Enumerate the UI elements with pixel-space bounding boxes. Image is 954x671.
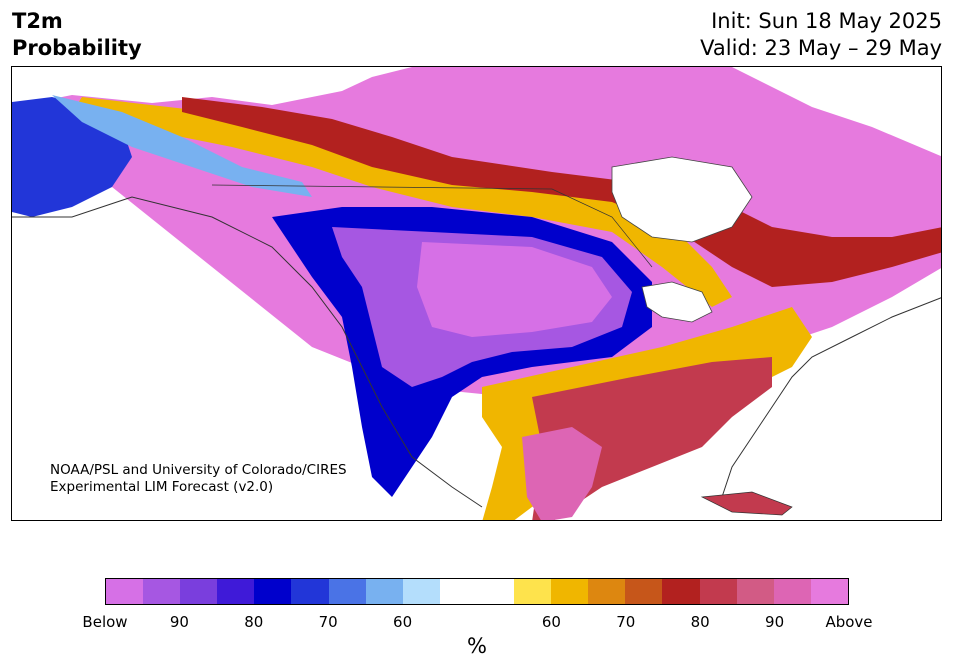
colorbar-cell: [180, 579, 218, 604]
great-lakes: [641, 281, 713, 323]
map-canvas: [12, 67, 941, 520]
colorbar-cell: [439, 579, 477, 604]
init-date: Init: Sun 18 May 2025: [711, 9, 942, 33]
colorbar-cell: [365, 579, 403, 604]
colorbar-tick-label: 60: [393, 613, 413, 631]
colorbar-cell: [810, 579, 848, 604]
colorbar-cell: [588, 579, 626, 604]
credit-line-2: Experimental LIM Forecast (v2.0): [50, 479, 274, 495]
colorbar-cell: [773, 579, 811, 604]
colorbar-cell: [328, 579, 366, 604]
colorbar-cell: [514, 579, 552, 604]
colorbar-tick-label: Above: [825, 613, 873, 631]
colorbar-tick-label: 80: [244, 613, 264, 631]
colorbar-cell: [625, 579, 663, 604]
central-cold-core: [417, 242, 612, 337]
colorbar-tick-label: 60: [541, 613, 561, 631]
colorbar-unit: %: [467, 634, 487, 658]
colorbar-tick-label: 80: [690, 613, 710, 631]
colorbar-cell: [254, 579, 292, 604]
alaska-blue-band: [52, 95, 312, 197]
forecast-dates: Init: Sun 18 May 2025 Valid: 23 May – 29…: [700, 8, 942, 62]
credit-text: NOAA/PSL and University of Colorado/CIRE…: [50, 462, 347, 496]
mexico-warm-core: [522, 427, 602, 520]
colorbar-cell: [736, 579, 774, 604]
credit-line-1: NOAA/PSL and University of Colorado/CIRE…: [50, 462, 347, 478]
forecast-map[interactable]: NOAA/PSL and University of Colorado/CIRE…: [11, 66, 942, 521]
coastline-west: [12, 196, 483, 508]
colorbar-tick-label: Below: [82, 613, 128, 631]
colorbar-tick-label: 90: [765, 613, 785, 631]
alaska-warm-band: [72, 97, 732, 307]
product-title: Probability: [12, 36, 142, 60]
coastline-east: [721, 297, 941, 498]
valid-range: Valid: 23 May – 29 May: [700, 36, 942, 60]
colorbar-cell: [402, 579, 440, 604]
map-title: T2m Probability: [12, 8, 142, 62]
colorbar-tick-label: 70: [616, 613, 636, 631]
colorbar-cell: [699, 579, 737, 604]
us-canada-border: [211, 184, 653, 268]
colorbar-cell: [217, 579, 255, 604]
hudson-bay: [611, 156, 753, 243]
colorbar-cell: [476, 579, 515, 604]
colorbar-cell: [143, 579, 181, 604]
colorbar-cell: [291, 579, 329, 604]
colorbar: [105, 578, 849, 605]
alaska-red-band: [182, 97, 941, 287]
colorbar-tick-label: 90: [169, 613, 189, 631]
colorbar-tick-label: 70: [318, 613, 338, 631]
colorbar-cell: [551, 579, 589, 604]
variable-title: T2m: [12, 9, 63, 33]
colorbar-cell: [662, 579, 700, 604]
cuba: [700, 491, 793, 516]
colorbar-cell: [106, 579, 144, 604]
